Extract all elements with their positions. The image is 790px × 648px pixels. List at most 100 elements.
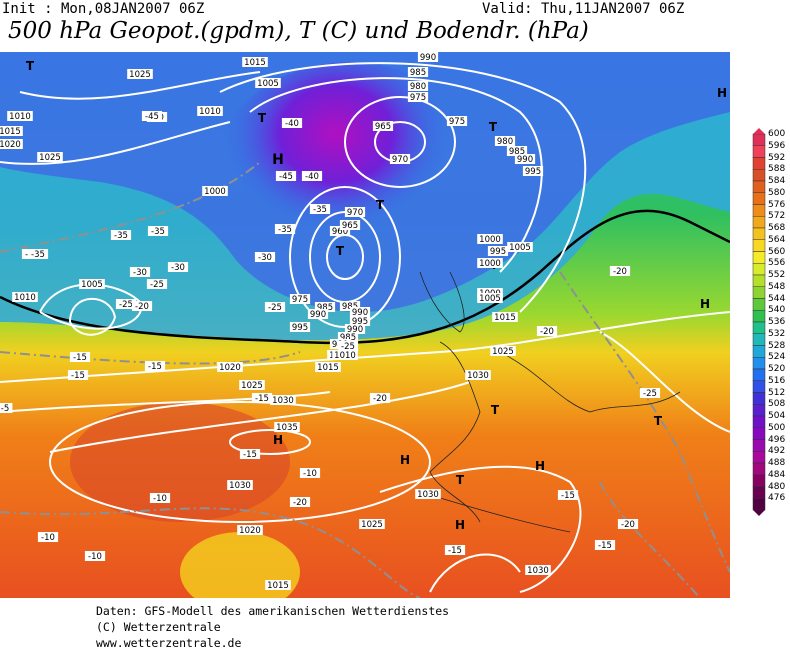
isotherm-label: -25 (643, 389, 657, 399)
isotherm-label-bg (149, 493, 171, 503)
isobar-label: 1000 (479, 259, 501, 269)
isotherm-label-bg (69, 352, 91, 362)
isobar-label: 1025 (361, 520, 383, 530)
isobar-label: 1030 (272, 396, 294, 406)
color-scale-label: 568 (768, 223, 786, 233)
isotherm-label: -10 (41, 533, 55, 543)
isotherm-label-bg (0, 403, 13, 413)
isobar-label-bg (0, 126, 23, 136)
color-scale-label: 572 (768, 211, 786, 222)
color-scale-bottom-arrow (753, 510, 765, 516)
isobar-label: 975 (449, 117, 465, 127)
isotherm-label: -30 (133, 268, 147, 278)
isobar-label: 980 (410, 82, 426, 92)
color-scale-swatch (752, 321, 766, 334)
isobar-labels: 1025101510101010101510201025100510001005… (0, 52, 551, 591)
color-scale-swatch (752, 357, 766, 370)
isotherm-label-bg (115, 299, 137, 309)
color-scale-label: 492 (768, 446, 786, 457)
isotherm-label: -15 (255, 394, 269, 404)
isotherm-label: -10 (88, 552, 102, 562)
isotherm-label-bg (369, 393, 391, 403)
isobar-label-bg (506, 146, 528, 156)
isotherm-labels: -35-35-35-35-30-30-25-25-20-15-15-15-10-… (0, 111, 661, 562)
isotherm-label: -35 (313, 205, 327, 215)
color-scale-label: 524 (768, 352, 786, 363)
isotherm-label-bg (617, 519, 639, 529)
isobar-label: 970 (392, 155, 408, 165)
isotherm-label: -20 (540, 327, 554, 337)
isotherm-label: -15 (561, 491, 575, 501)
color-scale (752, 128, 766, 516)
isotherm-label: -10 (303, 469, 317, 479)
isotherm-label: -35 (278, 225, 292, 235)
isotherm-label-bg (110, 230, 132, 240)
high-center: H (535, 459, 545, 473)
isobar-label-bg (307, 309, 329, 319)
high-center: H (272, 152, 284, 168)
isobar-label: 970 (347, 208, 363, 218)
isotherm-label: -15 (243, 450, 257, 460)
warm-core (70, 402, 290, 522)
high-center: H (717, 86, 727, 100)
isobar-label-bg (525, 565, 551, 575)
isobar-label: 1030 (467, 371, 489, 381)
isotherm-label-bg (281, 118, 303, 128)
isobar-label-bg (7, 111, 33, 121)
isobar-label: 985 (317, 303, 333, 313)
color-scale-swatch (752, 286, 766, 299)
color-scale-label: 596 (768, 140, 786, 151)
footer-source: Daten: GFS-Modell des amerikanischen Wet… (96, 604, 450, 618)
isobar-label: 1025 (241, 381, 263, 391)
isobar-label: 1005 (257, 79, 279, 89)
color-scale-swatch (752, 498, 766, 511)
isobar-label-bg (265, 580, 291, 590)
isobar-label: 980 (497, 137, 513, 147)
color-scale-label: 588 (768, 164, 786, 175)
isobar-label: 965 (375, 122, 391, 132)
isobar-label-bg (329, 226, 351, 236)
isotherm-label-bg (444, 545, 466, 555)
color-scale-label: 520 (768, 364, 786, 374)
isotherm-label: -35 (114, 231, 128, 241)
color-scale-label: 500 (768, 422, 786, 433)
color-scale-label: 584 (768, 176, 786, 186)
isobar-label-bg (415, 489, 441, 499)
isotherm-label: -25 (341, 342, 355, 352)
isobar-label-bg (514, 154, 536, 164)
footer-url: www.wetterzentrale.de (96, 636, 242, 648)
isotherm-label-bg (67, 370, 89, 380)
isotherm-label-bg (275, 171, 297, 181)
color-scale-swatch (752, 380, 766, 393)
color-scale-label: 488 (768, 458, 786, 468)
isobar-label-bg (37, 152, 63, 162)
isotherm-label-bg (144, 361, 166, 371)
isotherm-label: -20 (613, 267, 627, 277)
isobar-label-bg (487, 246, 509, 256)
isobar-label: 1020 (219, 363, 241, 373)
color-scale-label: 548 (768, 281, 786, 292)
upper-trough (210, 62, 490, 302)
low-center: T (491, 403, 500, 417)
isotherm-label-bg (264, 302, 286, 312)
isobar-label: 1015 (244, 58, 266, 68)
color-scale-swatch (752, 227, 766, 240)
isotherm-label: -15 (71, 371, 85, 381)
isobar-label: 990 (517, 155, 533, 165)
isobar-label: 975 (292, 295, 308, 305)
isotherm-label-bg (609, 266, 631, 276)
color-scale-label: 516 (768, 375, 786, 386)
low-center: T (376, 198, 385, 212)
color-scale-swatch (752, 415, 766, 428)
isobar-label-bg (237, 525, 263, 535)
color-scale-swatch (752, 439, 766, 452)
isobar-label: 1005 (81, 280, 103, 290)
isotherm-label: -15 (73, 353, 87, 363)
isotherm-label-bg (309, 204, 331, 214)
color-scale-swatch (752, 169, 766, 182)
isobar-label: 960 (332, 227, 348, 237)
color-scale-label: 496 (768, 434, 786, 445)
isotherm-label: -25 (119, 300, 133, 310)
isobar-label: 1010 (199, 107, 221, 117)
